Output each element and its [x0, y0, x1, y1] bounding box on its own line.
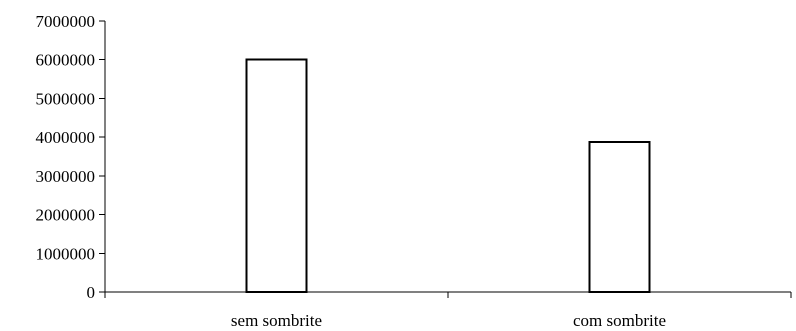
x-axis-category-labels: sem sombrite com sombrite: [231, 311, 666, 330]
y-tick-label: 0: [87, 283, 96, 302]
y-axis-ticks: [99, 20, 105, 293]
bar-sem-sombrite: [245, 58, 308, 294]
y-tick-label: 7000000: [36, 12, 96, 31]
y-tick-label: 3000000: [36, 167, 96, 186]
y-tick-label: 4000000: [36, 128, 96, 147]
y-tick-label: 5000000: [36, 89, 96, 108]
bars: [245, 58, 651, 294]
x-category-label: sem sombrite: [231, 311, 322, 330]
y-tick-label: 1000000: [36, 244, 96, 263]
bar-com-sombrite: [588, 141, 651, 293]
x-axis-ticks: [104, 292, 792, 298]
y-tick-label: 2000000: [36, 206, 96, 225]
x-category-label: com sombrite: [573, 311, 666, 330]
y-axis-tick-labels: 0 1000000 2000000 3000000 4000000 5000000 6000…: [36, 12, 96, 302]
y-tick-label: 6000000: [36, 51, 96, 70]
